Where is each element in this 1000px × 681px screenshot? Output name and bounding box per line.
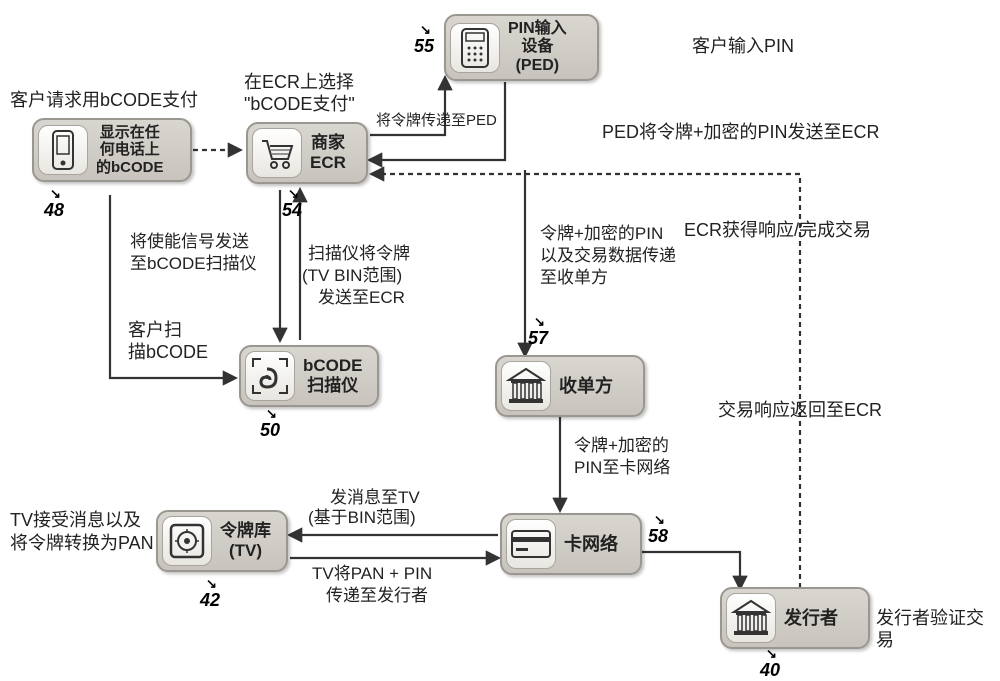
node-ped: PIN输入 设备 (PED) xyxy=(444,14,599,81)
lbl-scantok2: (TV BIN范围) xyxy=(302,266,402,286)
lbl-issuerverify: 发行者验证交易 xyxy=(876,608,996,651)
lbl-txnresp: 交易响应返回至ECR xyxy=(718,400,882,422)
lbl-scan1: 客户扫 xyxy=(128,320,182,342)
lbl-tokpin2: 以及交易数据传递 xyxy=(540,246,676,266)
node-scanner-l1: bCODE xyxy=(303,356,363,376)
vault-icon xyxy=(162,516,212,566)
lbl-tokpin1: 令牌+加密的PIN xyxy=(540,224,663,244)
lbl-ecr-resp: ECR获得响应/完成交易 xyxy=(684,220,871,242)
node-bcode-phone-l2: 何电话上 xyxy=(96,141,164,158)
lbl-cust-pin: 客户输入PIN xyxy=(692,36,794,58)
cart-icon xyxy=(252,128,302,178)
lbl-cust-req: 客户请求用bCODE支付 xyxy=(10,90,198,112)
ref-55: 55 xyxy=(414,36,434,57)
lbl-sendtv1: 发消息至TV xyxy=(330,488,420,508)
bank-icon xyxy=(501,361,551,411)
lbl-sendtv2: (基于BIN范围) xyxy=(308,508,416,528)
ref-57: 57 xyxy=(528,328,548,349)
node-bcode-phone: 显示在任 何电话上 的bCODE xyxy=(32,118,192,182)
node-acquirer-l: 收单方 xyxy=(559,376,613,397)
lbl-tokpinnet2: PIN至卡网络 xyxy=(574,458,670,478)
node-tv-l2: (TV) xyxy=(220,541,271,561)
ref-48: 48 xyxy=(44,200,64,221)
ref-42: 42 xyxy=(200,590,220,611)
node-cardnet-l: 卡网络 xyxy=(564,534,618,555)
lbl-select2: "bCODE支付" xyxy=(244,94,355,116)
lbl-tvmsg1: TV接受消息以及 xyxy=(10,510,141,532)
ref-50: 50 xyxy=(260,420,280,441)
node-acquirer: 收单方 xyxy=(495,355,645,417)
lbl-scan2: 描bCODE xyxy=(128,342,208,364)
lbl-ped-ecr: PED将令牌+加密的PIN发送至ECR xyxy=(602,122,880,144)
lbl-enable1: 将使能信号发送 xyxy=(130,232,249,252)
node-ped-l1: PIN输入 xyxy=(508,20,567,38)
lbl-select1: 在ECR上选择 xyxy=(244,72,354,94)
ref-40: 40 xyxy=(760,660,780,681)
bank-icon-2 xyxy=(726,593,776,643)
lbl-tvmsg2: 将令牌转换为PAN xyxy=(10,533,154,555)
node-bcode-phone-l3: 的bCODE xyxy=(96,159,164,176)
node-ped-l2: 设备 xyxy=(508,38,567,56)
node-ecr: 商家 ECR xyxy=(246,122,368,184)
node-issuer: 发行者 xyxy=(720,587,870,649)
scanner-icon xyxy=(245,351,295,401)
lbl-tvpan1: TV将PAN + PIN xyxy=(312,564,432,584)
lbl-tokpinnet1: 令牌+加密的 xyxy=(574,436,669,456)
node-scanner-l2: 扫描仪 xyxy=(303,376,363,396)
node-ped-l3: (PED) xyxy=(508,57,567,75)
phone-icon xyxy=(38,125,88,175)
node-tv: 令牌库 (TV) xyxy=(156,510,288,572)
ref-58: 58 xyxy=(648,526,668,547)
lbl-enable2: 至bCODE扫描仪 xyxy=(130,254,257,274)
lbl-scantok3: 发送至ECR xyxy=(318,288,405,308)
lbl-tokpin3: 至收单方 xyxy=(540,268,608,288)
ref-54: 54 xyxy=(282,200,302,221)
node-cardnet: 卡网络 xyxy=(500,513,642,575)
node-issuer-l: 发行者 xyxy=(784,608,838,629)
calculator-icon xyxy=(450,23,500,73)
node-scanner: bCODE 扫描仪 xyxy=(239,345,379,407)
card-icon xyxy=(506,519,556,569)
node-ecr-l1: 商家 xyxy=(310,133,346,153)
node-bcode-phone-l1: 显示在任 xyxy=(96,124,164,141)
lbl-pass-ped: 将令牌传递至PED xyxy=(376,112,497,130)
lbl-scantok1: 扫描仪将令牌 xyxy=(308,244,410,264)
lbl-tvpan2: 传递至发行者 xyxy=(326,586,428,606)
node-ecr-l2: ECR xyxy=(310,153,346,173)
node-tv-l1: 令牌库 xyxy=(220,521,271,541)
